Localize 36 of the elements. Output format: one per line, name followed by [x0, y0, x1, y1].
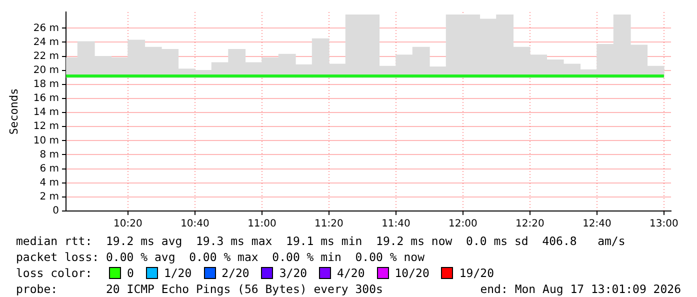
y-tick-label: 4 m — [40, 177, 59, 188]
x-tick-label: 12:20 — [516, 218, 544, 230]
x-tick-label: 12:00 — [448, 218, 478, 230]
y-tick-label: 20 m — [33, 64, 59, 76]
x-tick-label: 13:00 — [650, 218, 678, 230]
y-tick-label: 12 m — [33, 121, 59, 132]
text: 2/20 — [222, 265, 250, 281]
y-tick-label: 18 m — [33, 79, 59, 90]
x-tick-label: 11:00 — [248, 218, 276, 230]
x-tick-label: 10:20 — [114, 218, 142, 230]
text: packet loss: 0.00 % avg 0.00 % max 0.00 % min 0.00 % now — [16, 249, 426, 265]
y-axis-title: Seconds — [7, 88, 20, 135]
y-tick-label: 8 m — [40, 149, 59, 160]
y-tick-label: 22 m — [33, 50, 59, 62]
text: 4/20 — [337, 265, 365, 281]
text: 3/20 — [279, 265, 308, 281]
text: 10/20 — [394, 265, 430, 281]
text: loss color: — [16, 265, 94, 281]
y-tick-label: 6 m — [40, 163, 59, 174]
text: median rtt: 19.2 ms avg 19.3 ms max 19.1 ms min 19.2 ms now 0.0 ms sd 406.8 am/s — [16, 233, 626, 249]
text: probe: 20 ICMP Echo Pings (56 Bytes) every 300s — [16, 281, 383, 297]
y-tick-label: 16 m — [33, 93, 59, 104]
y-tick-label: 10 m — [33, 135, 59, 146]
text: 0 — [127, 265, 134, 281]
x-tick-label: 10:40 — [180, 218, 210, 230]
x-tick-label: 11:40 — [382, 218, 410, 230]
x-tick-label: 12:40 — [582, 218, 612, 230]
text: 19/20 — [459, 265, 494, 281]
x-tick-label: 11:20 — [314, 218, 344, 230]
y-tick-label: 0 — [52, 206, 59, 217]
y-tick-label: 26 m — [33, 22, 59, 34]
text: 1/20 — [164, 265, 192, 281]
y-tick-label: 24 m — [33, 36, 59, 48]
y-tick-label: 2 m — [40, 192, 59, 203]
y-tick-label: 14 m — [33, 107, 59, 118]
text: end: Mon Aug 17 13:01:09 2026 — [480, 281, 681, 297]
